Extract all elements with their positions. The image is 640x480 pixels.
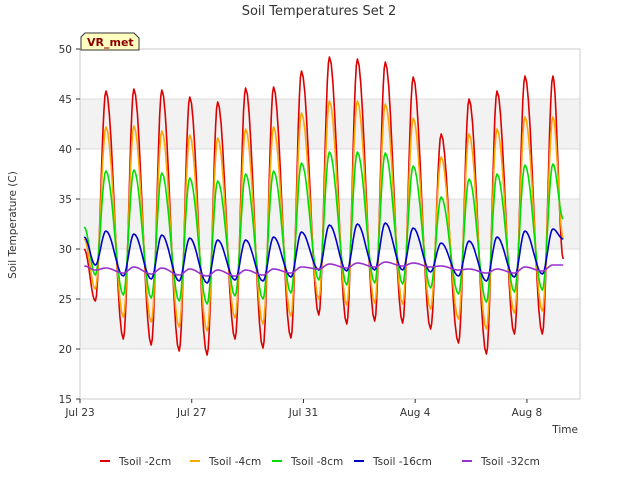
y-tick-label: 25 <box>59 294 72 306</box>
y-axis-ticks: 15 20 25 30 35 40 45 50 <box>59 44 80 406</box>
y-tick-label: 40 <box>59 144 72 156</box>
series-line-t32 <box>84 261 564 277</box>
y-tick-label: 35 <box>59 194 72 206</box>
x-tick-label: Aug 4 <box>400 407 431 419</box>
series-line-t4 <box>83 100 564 332</box>
y-axis-label: Soil Temperature (C) <box>7 171 19 279</box>
y-tick-label: 45 <box>59 94 72 106</box>
x-tick-label: Aug 8 <box>512 407 543 419</box>
legend-label-t8: Tsoil -8cm <box>290 456 343 468</box>
grid-band <box>80 299 580 349</box>
station-badge: VR_met <box>80 32 140 51</box>
background-bands <box>80 99 580 349</box>
badge-label: VR_met <box>87 36 134 49</box>
plot-frame <box>79 48 581 400</box>
legend-label-t16: Tsoil -16cm <box>372 456 432 468</box>
y-tick-label: 50 <box>59 44 72 56</box>
grid-band <box>80 199 580 249</box>
grid-band <box>80 99 580 149</box>
x-axis-ticks: Jul 23 Jul 27 Jul 31 Aug 4 Aug 8 <box>64 399 542 419</box>
legend-label-t2: Tsoil -2cm <box>118 456 171 468</box>
x-axis-label: Time <box>551 424 578 436</box>
y-tick-label: 20 <box>59 344 72 356</box>
chart-title: Soil Temperatures Set 2 <box>242 4 397 19</box>
series-line-t8 <box>83 151 564 305</box>
legend-label-t32: Tsoil -32cm <box>480 456 540 468</box>
x-tick-label: Jul 31 <box>288 407 318 419</box>
legend-label-t4: Tsoil -4cm <box>208 456 261 468</box>
badge-box <box>80 32 140 51</box>
y-tick-label: 30 <box>59 244 72 256</box>
x-tick-label: Jul 23 <box>64 407 94 419</box>
y-tick-label: 15 <box>59 394 72 406</box>
series-lines <box>83 56 564 356</box>
x-tick-label: Jul 27 <box>176 407 206 419</box>
legend: Tsoil -2cm Tsoil -4cm Tsoil -8cm Tsoil -16c… <box>100 456 540 468</box>
series-line-t16 <box>83 222 564 284</box>
